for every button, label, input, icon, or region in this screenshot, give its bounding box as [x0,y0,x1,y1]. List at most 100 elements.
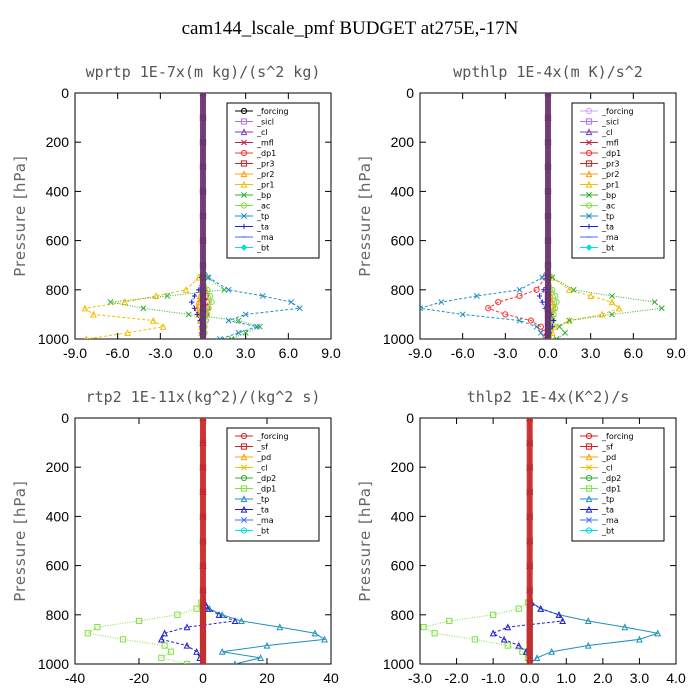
legend-label: _bp [256,191,271,200]
legend-marker [240,170,248,178]
y-tick-label: 200 [391,134,415,150]
legend-marker [586,213,592,219]
series-line-_ta [160,418,236,664]
series-point-_tp [311,629,319,637]
series-point-_bp [566,317,573,324]
legend-label: _ma [601,233,619,242]
series-point-_ta [204,604,212,612]
series-point-_bp [228,336,235,339]
legend-marker [585,244,593,251]
legend-label: _cl [256,464,268,473]
series-point-_tp [259,292,266,299]
series-point-_ta [161,629,169,637]
series-point-_bp [609,311,615,318]
legend-label: _pr2 [256,170,274,179]
legend-label: _bt [601,527,614,536]
legend-marker [585,527,593,534]
legend-label: _pr2 [601,170,619,179]
x-tick-label: -20 [129,670,149,686]
series-point-_ta [500,635,508,643]
legend-marker [240,474,248,482]
x-tick-label: 9.0 [666,345,686,361]
series-point-_dp1 [516,292,523,300]
x-tick-label: 3.0 [236,345,256,361]
y-tick-label: 800 [46,282,70,298]
legend-box [226,102,320,259]
series-point-_dp1 [471,636,478,643]
series-point-_tp [237,617,245,625]
legend-marker [585,107,593,115]
series-point-_dp1 [94,624,101,631]
legend-marker [240,107,248,115]
legend-label: _tp [256,212,269,221]
x-tick-label: 3.0 [581,345,601,361]
series-point-_pr1 [90,310,97,318]
legend-label: _bp [601,191,616,200]
legend-marker [585,474,593,482]
legend-label: _sf [256,443,268,452]
series-point-_dp1 [158,654,165,661]
legend-label: _ma [256,233,274,242]
legend-marker [586,517,592,523]
x-tick-label: -6.0 [106,345,130,361]
legend-marker [585,160,593,167]
legend-marker [240,527,248,534]
legend-label: _pr1 [256,181,274,190]
legend-marker [585,453,593,461]
x-tick-label: -3.0 [408,670,432,686]
zero-line-stack [526,418,533,664]
zero-line-stack [200,93,206,339]
series-point-_dp1 [537,323,544,330]
legend-label: _ma [256,516,274,525]
y-tick-label: 600 [391,233,415,249]
series-point-_tp [225,286,232,293]
series-point-_ta [183,641,191,649]
series-point-_dp1 [193,605,200,612]
series-point-_tp [636,635,643,643]
series-point-_ta [551,317,557,324]
legend-marker [240,453,248,461]
legend-label: _ac [601,202,615,211]
series-line-_ta [492,418,564,664]
series-point-_tp [539,274,546,281]
series-line-_pr1 [547,93,621,339]
series-point-_tp [218,611,226,618]
legend-label: _dp2 [601,474,621,483]
y-axis-label: Pressure [hPa] [356,480,374,602]
figure-title: cam144_lscale_pmf BUDGET at275E,-17N [181,18,519,39]
series-point-_dp1 [167,648,175,655]
panel-title: thlp2 1E-4x(K^2)/s [467,388,630,406]
series-point-_dp1 [446,617,453,625]
series-point-_dp1 [119,636,127,643]
series-point-_dp1 [502,311,509,318]
legend-label: _dp2 [256,474,276,483]
legend-marker [585,505,593,513]
series-point-_tp [621,623,629,631]
legend-marker [586,223,592,230]
x-tick-label: -9.0 [63,345,87,361]
series-point-_ta [183,623,191,631]
series-point-_pr1 [152,292,160,300]
y-tick-label: 0 [61,85,69,101]
panel-title: wprtp 1E-7x(m kg)/(s^2 kg) [86,63,321,81]
legend-marker [585,118,593,125]
series-point-_pr1 [159,322,167,330]
series-line-_dp1 [487,93,549,339]
series-point-_pr1 [149,316,157,324]
series-point-_pr1 [182,286,190,293]
legend-marker [585,128,593,136]
x-tick-label: -2.0 [445,670,469,686]
legend: _forcing _sicl_cl _mfl_dp1 _pr3_pr2 _pr1_bp _… [226,102,320,259]
series-point-_tp [516,286,523,293]
legend-marker [240,485,248,492]
y-tick-label: 1000 [383,656,414,672]
legend-label: _forcing [601,432,634,441]
zero-line-stack [200,418,206,664]
series-point-_ta [536,293,543,299]
series-line-_bp [547,93,663,339]
y-tick-label: 1000 [38,331,69,347]
series-line-_dp1 [422,418,531,664]
series-point-_ac [207,292,214,300]
series-point-_ta [189,299,195,305]
